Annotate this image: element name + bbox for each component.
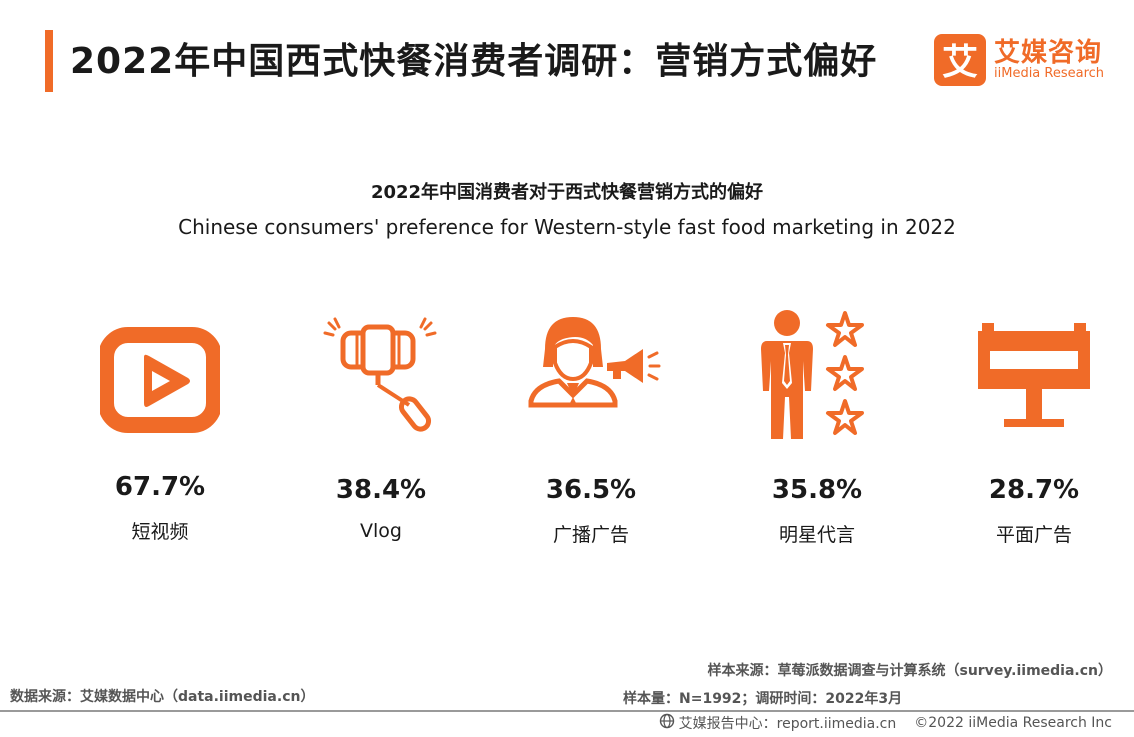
page-title: 2022年中国西式快餐消费者调研：营销方式偏好 <box>70 41 878 82</box>
report-center-link[interactable]: 艾媒报告中心：report.iimedia.cn <box>678 716 897 732</box>
video-play-icon <box>98 305 222 440</box>
sample-size: 样本量：N=1992；调研时间：2022年3月 <box>623 691 903 707</box>
value-label: 38.4% <box>335 475 427 505</box>
logo-text-en: iiMedia Research <box>994 66 1105 81</box>
category-label: 明星代言 <box>778 524 855 546</box>
selfie-stick-icon <box>321 305 441 440</box>
logo-mark-icon: 艾 <box>934 34 986 86</box>
sample-source: 样本来源：草莓派数据调查与计算系统（survey.iimedia.cn） <box>707 663 1112 679</box>
chart-title: 2022年中国消费者对于西式快餐营销方式的偏好 <box>370 182 764 203</box>
chart-subtitle: Chinese consumers' preference for Wester… <box>178 215 956 239</box>
title-accent-bar <box>45 30 53 92</box>
billboard-icon <box>974 305 1094 440</box>
category-label: 广播广告 <box>552 524 629 546</box>
category-label: 短视频 <box>131 521 189 543</box>
data-source: 数据来源：艾媒数据中心（data.iimedia.cn） <box>10 689 315 705</box>
value-label: 36.5% <box>545 475 637 505</box>
copyright: ©2022 iiMedia Research Inc <box>914 715 1112 731</box>
globe-icon <box>659 713 675 733</box>
value-label: 35.8% <box>771 475 863 505</box>
footer-divider <box>0 710 1134 712</box>
value-label: 28.7% <box>988 475 1080 505</box>
category-item-print-ad: 28.7% 平面广告 <box>939 305 1129 555</box>
logo-text-cn: 艾媒咨询 <box>994 38 1103 68</box>
value-label: 67.7% <box>114 472 206 502</box>
category-item-vlog: 38.4% Vlog <box>286 305 476 555</box>
announcer-megaphone-icon <box>528 305 661 440</box>
brand-logo: 艾 艾媒咨询 iiMedia Research <box>934 30 1114 86</box>
category-item-celebrity-endorsement: 35.8% 明星代言 <box>722 305 912 555</box>
category-label: Vlog <box>360 520 402 542</box>
category-item-broadcast-ad: 36.5% 广播广告 <box>496 305 686 555</box>
category-item-short-video: 67.7% 短视频 <box>65 305 255 555</box>
footer-credits: 艾媒报告中心：report.iimedia.cn ©2022 iiMedia R… <box>659 713 1112 733</box>
category-label: 平面广告 <box>995 524 1072 546</box>
celebrity-stars-icon <box>757 305 877 440</box>
svg-text:艾: 艾 <box>942 42 978 83</box>
